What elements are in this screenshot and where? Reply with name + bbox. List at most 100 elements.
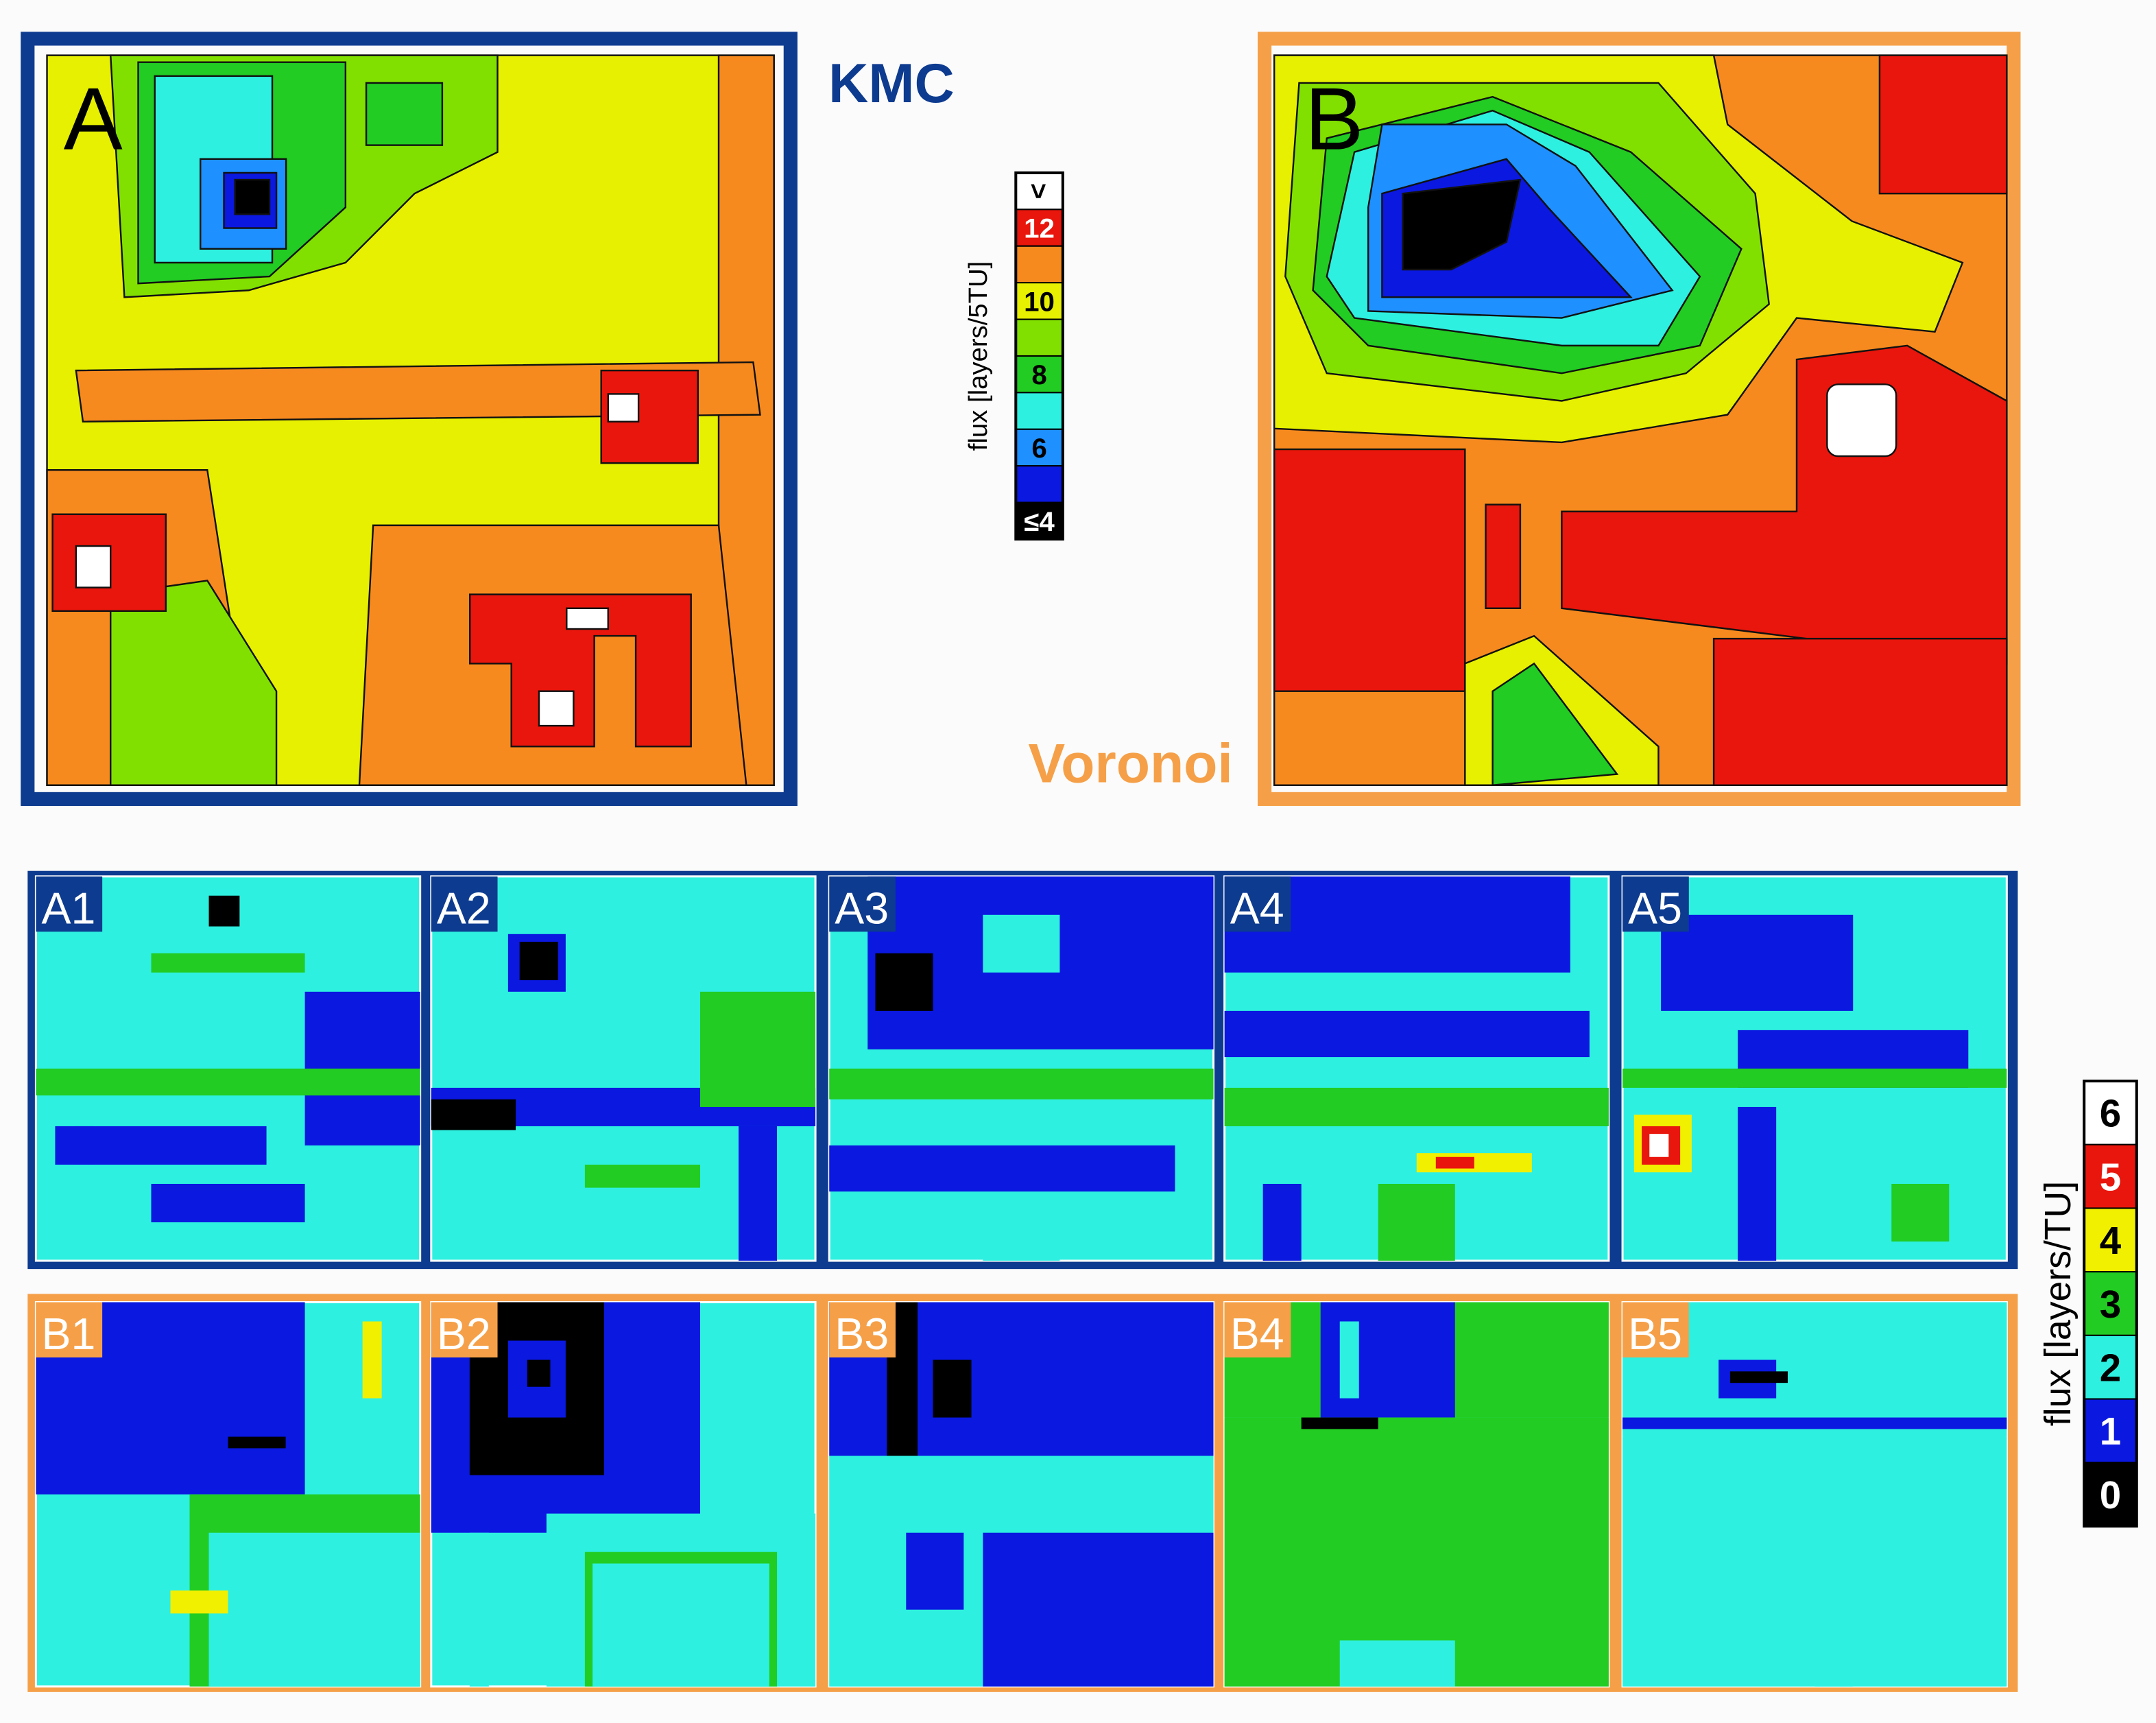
- map-region: [228, 1436, 286, 1449]
- tile-label: B3: [835, 1309, 889, 1359]
- map-region: [1891, 1183, 1950, 1242]
- legend-5tu: >12 10 8 6 ≤4 flux [layers/5TU]: [963, 171, 1064, 541]
- map-region: [36, 1068, 420, 1096]
- map-region: [829, 1068, 1214, 1100]
- legend-swatch: [1015, 355, 1064, 394]
- tile-label-bg: [431, 1302, 498, 1358]
- legend-swatch: [2083, 1334, 2137, 1400]
- legend-swatch: [1015, 465, 1064, 503]
- map-region: [1814, 1436, 2007, 1687]
- map-region: [469, 1532, 489, 1687]
- legend-swatch: [1015, 245, 1064, 284]
- tile-label: A5: [1628, 883, 1682, 933]
- map-region: [1435, 1156, 1474, 1169]
- map-region: [1738, 1106, 1777, 1261]
- tile-label: B4: [1230, 1309, 1284, 1359]
- map-region: [431, 1099, 516, 1130]
- legend-label: 6: [2100, 1092, 2121, 1135]
- tile-label-bg: [829, 1302, 896, 1358]
- tile-label: B5: [1628, 1309, 1682, 1359]
- tile-label-bg: [1224, 1302, 1291, 1358]
- map-region: [1622, 1068, 2007, 1088]
- legend-border: [2083, 1080, 2138, 1528]
- map-region: [699, 991, 816, 1107]
- map-b: [1273, 54, 2008, 787]
- map-region: [151, 953, 305, 973]
- map-region: [170, 1590, 228, 1614]
- map-region: [739, 1126, 778, 1261]
- map-region: [519, 942, 558, 981]
- map-region: [933, 1359, 972, 1418]
- legend-label: 12: [1024, 213, 1055, 244]
- map-region: [1339, 1640, 1455, 1687]
- legend-label: 2: [2100, 1346, 2121, 1390]
- tile-label-bg: [1622, 876, 1689, 932]
- legend-swatch: [2083, 1143, 2137, 1209]
- map-region: [527, 1359, 551, 1387]
- map-region: [1378, 1183, 1455, 1261]
- legend-label: ≤4: [1024, 506, 1055, 537]
- map-region: [1661, 1302, 2007, 1418]
- legend-border: [1014, 171, 1064, 541]
- tile-label: A2: [437, 883, 491, 933]
- map-region: [1649, 1134, 1669, 1157]
- legend-label: 4: [2100, 1219, 2122, 1262]
- legend-swatch: [1015, 392, 1064, 430]
- tile-label: B2: [437, 1309, 491, 1359]
- tile-label-bg: [36, 876, 103, 932]
- tile-label: A1: [41, 883, 95, 933]
- legend-label: 3: [2100, 1283, 2121, 1326]
- legend-label: 8: [1031, 359, 1046, 390]
- map-region: [1224, 1087, 1609, 1126]
- map-region: [983, 1532, 1214, 1687]
- map-region: [983, 1203, 1060, 1261]
- tile-label: B1: [41, 1309, 95, 1359]
- map-region: [875, 953, 933, 1011]
- method-label: Voronoi: [1028, 733, 1233, 795]
- tile-label-bg: [1224, 876, 1291, 932]
- tile-label-bg: [829, 876, 896, 932]
- legend-swatch: [1015, 318, 1064, 357]
- legend-label: 5: [2100, 1155, 2121, 1198]
- tile-label: A4: [1230, 883, 1284, 933]
- map-region: [1729, 1371, 1788, 1383]
- map-region: [208, 895, 240, 927]
- legend-label: >: [1023, 183, 1054, 200]
- map-region: [592, 1563, 769, 1687]
- map-a: [46, 54, 775, 786]
- legend-label: 1: [2100, 1410, 2121, 1453]
- map-region: [1224, 1010, 1590, 1058]
- map-region: [1661, 914, 1854, 1011]
- legend-title: flux [layers/TU]: [2037, 1181, 2079, 1426]
- legend-label: 6: [1031, 433, 1046, 464]
- panel-label: B: [1305, 70, 1364, 169]
- map-region: [74, 1126, 267, 1165]
- map-region: [983, 914, 1060, 973]
- tile-label: A3: [835, 883, 889, 933]
- panel-label: A: [64, 70, 123, 169]
- map-region: [208, 1532, 420, 1687]
- tile-label-bg: [1622, 1302, 1689, 1358]
- map-region: [983, 1455, 1214, 1533]
- map-region: [362, 1321, 382, 1399]
- method-label: KMC: [828, 53, 955, 115]
- legend-title: flux [layers/5TU]: [963, 261, 993, 451]
- tile-label-bg: [36, 1302, 103, 1358]
- frame-a: [21, 32, 798, 806]
- legend-label: 0: [2100, 1473, 2121, 1517]
- map-region: [1622, 1417, 2007, 1429]
- map-region: [1301, 1417, 1378, 1429]
- map-region: [55, 1126, 94, 1165]
- tiles: A1 A2 A3 A4 A5 B1 B2 B3 B4 B5: [34, 875, 2008, 1688]
- legend-swatch: [2083, 1398, 2137, 1464]
- legend-swatch: [1015, 501, 1064, 540]
- map-region: [829, 1145, 1175, 1192]
- frame-b: [1258, 32, 2021, 806]
- legend-label: 10: [1024, 286, 1055, 317]
- legend-swatch: [2083, 1462, 2137, 1528]
- map-region: [151, 1183, 305, 1223]
- legend-tu: 6 5 4 3 2 1 0 flux [layers/TU]: [2037, 1080, 2138, 1528]
- map-region: [1339, 1321, 1359, 1399]
